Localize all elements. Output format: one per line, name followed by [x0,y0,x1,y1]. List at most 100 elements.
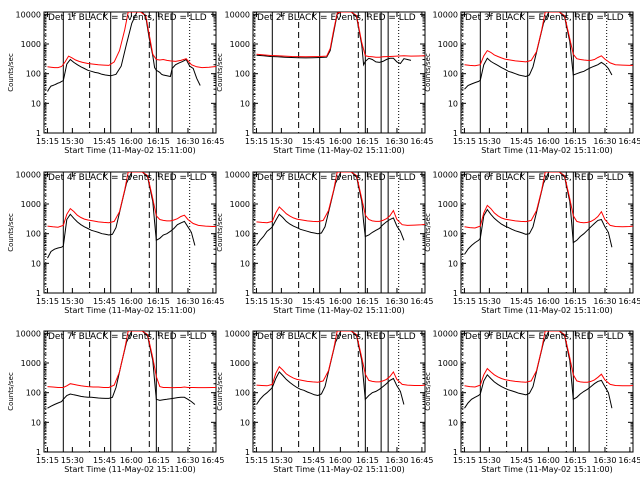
events-black-line [464,331,613,409]
x-tick-label: 15:30 [270,456,293,465]
x-tick-label: 16:45 [201,456,224,465]
time-markers [462,331,608,452]
series-group [464,172,633,255]
x-axis-label: Start Time (11-May-02 15:11:00) [64,146,195,155]
y-tick-label: 100 [26,70,41,79]
lld-red-line [47,331,216,389]
x-tick-label: 15:30 [270,297,293,306]
x-tick-label: 16:30 [593,137,616,146]
y-tick-label: 10000 [433,329,458,338]
y-tick-label: 1 [36,129,41,138]
lld-red-line [256,12,425,58]
y-tick-label: 10 [240,259,250,268]
y-axis-label: Counts/sec [216,213,224,252]
detector-panel: 1 10 100 1000 10000 15:15 15:30 15:45 16:00 16:15… [7,170,224,315]
y-tick-label: 1000 [21,359,41,368]
y-tick-label: 10000 [225,170,250,179]
x-tick-label: 15:45 [93,137,116,146]
x-tick-label: 16:15 [356,297,379,306]
y-tick-label: 1 [36,448,41,457]
y-tick-label: 1000 [438,40,458,49]
x-tick-label: 15:15 [245,137,268,146]
detector-panel: 1 10 100 1000 10000 15:15 15:30 15:45 16:00 16:15… [216,170,433,315]
y-axis-label: Counts/sec [7,372,15,411]
series-group [256,172,425,246]
time-markers [254,12,400,133]
time-markers [462,12,608,133]
x-tick-label: 16:15 [147,297,170,306]
x-tick-label: 16:30 [593,297,616,306]
events-black-line [464,172,613,255]
x-tick-label: 15:15 [453,456,476,465]
y-tick-label: 1000 [21,200,41,209]
x-tick-label: 15:45 [302,456,325,465]
events-black-line [256,331,405,405]
x-tick-label: 15:15 [245,297,268,306]
y-tick-label: 10 [240,418,250,427]
lld-red-line [464,331,633,388]
y-tick-label: 100 [26,389,41,398]
lld-red-line [464,12,633,67]
series-group [256,12,425,67]
y-axis-label: Counts/sec [216,53,224,92]
x-axis-label: Start Time (11-May-02 15:11:00) [481,146,612,155]
x-tick-label: 16:00 [329,456,352,465]
x-tick-label: 16:45 [201,297,224,306]
x-tick-label: 15:15 [36,297,59,306]
y-tick-label: 10000 [433,10,458,19]
x-tick-label: 16:00 [120,137,143,146]
detector-panel: 1 10 100 1000 10000 15:15 15:30 15:45 16:00 16:15… [7,329,224,474]
plot-frame [43,330,217,453]
y-tick-label: 10 [31,418,41,427]
x-tick-label: 16:30 [385,456,408,465]
y-tick-label: 1000 [438,359,458,368]
x-tick-label: 15:30 [61,456,84,465]
events-black-line [464,12,613,90]
x-tick-label: 16:15 [147,137,170,146]
x-tick-label: 16:30 [385,297,408,306]
x-tick-label: 16:15 [564,297,587,306]
y-tick-label: 10000 [16,170,41,179]
plot-frame [460,11,634,134]
time-markers [45,331,191,452]
y-tick-label: 1 [453,129,458,138]
series-group [464,331,633,409]
x-tick-label: 16:45 [201,137,224,146]
x-tick-label: 16:00 [120,456,143,465]
y-tick-label: 10 [448,418,458,427]
y-tick-label: 10000 [16,329,41,338]
y-tick-label: 100 [235,230,250,239]
y-tick-label: 1 [453,448,458,457]
events-black-line [47,331,196,409]
x-tick-label: 15:15 [245,456,268,465]
plot-frame [43,171,217,294]
y-tick-label: 100 [443,230,458,239]
y-tick-label: 10 [31,99,41,108]
panel-title: Det 2f BLACK = Events, RED = LLD [257,13,416,23]
x-axis-label: Start Time (11-May-02 15:11:00) [64,465,195,474]
plot-frame [252,171,426,294]
y-tick-label: 1 [453,289,458,298]
x-tick-label: 15:45 [93,456,116,465]
x-tick-label: 15:15 [36,456,59,465]
x-tick-label: 16:30 [593,456,616,465]
x-tick-label: 15:45 [510,297,533,306]
series-group [47,331,216,409]
events-black-line [256,172,405,246]
x-tick-label: 15:30 [61,297,84,306]
time-markers [254,172,400,293]
panel-title: Det 8f BLACK = Events, RED = LLD [257,332,416,342]
x-axis-label: Start Time (11-May-02 15:11:00) [481,465,612,474]
y-axis-label: Counts/sec [7,53,15,92]
plot-frame [460,171,634,294]
lld-red-line [256,172,425,226]
y-tick-label: 100 [443,70,458,79]
series-group [47,12,216,92]
y-tick-label: 10 [240,99,250,108]
x-tick-label: 16:00 [537,137,560,146]
panel-title: Det 5f BLACK = Events, RED = LLD [257,173,416,183]
x-tick-label: 16:45 [410,456,433,465]
time-markers [45,172,191,293]
y-tick-label: 1000 [230,40,250,49]
